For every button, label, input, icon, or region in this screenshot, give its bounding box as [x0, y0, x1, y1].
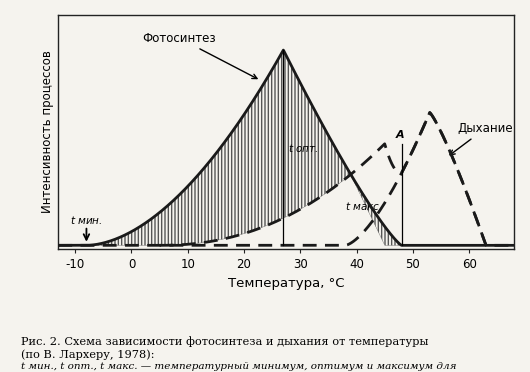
Text: Рис. 2. Схема зависимости фотосинтеза и дыхания от температуры
(по В. Лархеру, 1: Рис. 2. Схема зависимости фотосинтеза и …	[21, 337, 429, 360]
Text: А: А	[396, 130, 404, 140]
Text: $t$ опт.: $t$ опт.	[288, 142, 319, 154]
Text: Фотосинтез: Фотосинтез	[143, 32, 257, 78]
Y-axis label: Интенсивность процессов: Интенсивность процессов	[41, 51, 54, 214]
Text: $t$ мин.: $t$ мин.	[69, 214, 102, 226]
Text: Дыхание: Дыхание	[450, 122, 514, 155]
Text: t мин., t опт., t макс. — температурный минимум, оптимум и максимум для
прироста: t мин., t опт., t макс. — температурный …	[21, 362, 457, 372]
Text: $t$ макс.: $t$ макс.	[345, 200, 383, 212]
X-axis label: Температура, °C: Температура, °C	[228, 277, 344, 290]
